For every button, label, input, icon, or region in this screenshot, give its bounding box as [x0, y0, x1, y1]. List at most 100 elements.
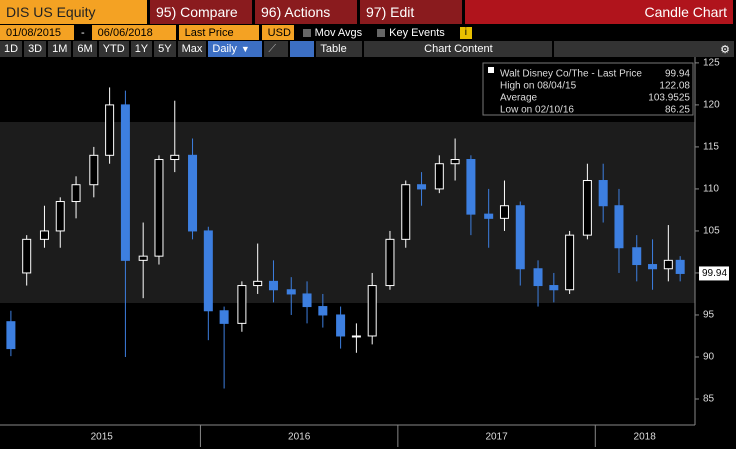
- candle-body: [203, 230, 213, 312]
- dash: -: [81, 26, 85, 39]
- table-button[interactable]: Table: [316, 41, 363, 57]
- candle-body: [138, 255, 148, 261]
- candle-body: [351, 335, 361, 338]
- candle-body: [367, 285, 377, 337]
- candle-body: [170, 154, 180, 161]
- candle-body: [219, 310, 229, 324]
- candle-body: [466, 159, 476, 215]
- security[interactable]: DIS US Equity: [0, 0, 147, 24]
- candle-body: [499, 205, 509, 219]
- settings-bar: 01/08/2015 - 06/06/2018 Last Price USD M…: [0, 25, 736, 40]
- period-bar: 1D 3D 1M 6M YTD 1Y 5Y Max Daily ▼ ⟋ Table Chart Cont…: [0, 41, 736, 57]
- y-tick-label: 110: [703, 184, 719, 195]
- period-button[interactable]: 1Y: [130, 41, 153, 57]
- key-events[interactable]: Key Events: [371, 25, 451, 40]
- candle-body: [401, 184, 411, 240]
- legend-swatch: [488, 67, 494, 73]
- candle-body: [515, 205, 525, 270]
- x-tick-label: 2016: [288, 432, 311, 443]
- candle-body: [336, 314, 346, 337]
- y-tick-label: 90: [703, 352, 715, 363]
- mov-avgs-label: Mov Avgs: [314, 26, 363, 39]
- candle-body: [154, 159, 164, 257]
- currency[interactable]: USD: [261, 25, 294, 40]
- frequency[interactable]: Daily ▼: [208, 41, 263, 57]
- y-tick-label: 105: [703, 226, 720, 237]
- legend-value: 99.94: [665, 69, 690, 80]
- range-band: [0, 122, 695, 303]
- last-price-label: 99.94: [702, 268, 727, 279]
- y-tick-label: 115: [703, 142, 719, 153]
- legend-value: 122.08: [659, 81, 690, 92]
- tab[interactable]: 95) Compare: [150, 0, 252, 24]
- candle-body: [302, 293, 312, 308]
- tab[interactable]: 96) Actions: [255, 0, 357, 24]
- candle-body: [286, 289, 296, 295]
- period-button[interactable]: 5Y: [154, 41, 176, 57]
- top-bar: DIS US Equity 95) Compare 96) Actions 97…: [0, 0, 736, 24]
- view-title: Candle Chart: [465, 0, 733, 24]
- info-icon[interactable]: i: [459, 26, 472, 39]
- candle-body: [434, 163, 444, 190]
- candle-body: [253, 280, 263, 287]
- chart: 8590951001051101151201252015201620172018…: [0, 57, 729, 447]
- period-button[interactable]: 1M: [48, 41, 72, 57]
- y-tick-label: 85: [703, 394, 715, 405]
- y-tick-label: 120: [703, 100, 720, 111]
- chart-content[interactable]: Chart Content: [364, 41, 553, 57]
- period-button[interactable]: YTD: [98, 41, 129, 57]
- candle-body: [39, 230, 49, 240]
- candle-body: [55, 201, 65, 232]
- start-date[interactable]: 01/08/2015: [0, 25, 74, 40]
- legend-value: 103.9525: [648, 93, 690, 104]
- x-tick-label: 2018: [634, 432, 657, 443]
- legend-label: Average: [500, 93, 538, 104]
- candle-body: [385, 238, 395, 287]
- x-tick-label: 2017: [485, 432, 508, 443]
- period-button[interactable]: 3D: [24, 41, 47, 57]
- candle-body: [675, 259, 685, 274]
- candle-body: [237, 285, 247, 324]
- end-date[interactable]: 06/06/2018: [91, 25, 176, 40]
- candle-body: [533, 268, 543, 287]
- candle-body: [417, 184, 427, 190]
- legend-label: Walt Disney Co/The - Last Price: [500, 69, 642, 80]
- candle-body: [549, 285, 559, 291]
- y-tick-label: 125: [703, 58, 720, 69]
- settings-icon[interactable]: ⚙: [554, 41, 734, 57]
- key-events-label: Key Events: [389, 26, 445, 39]
- dropdown-arrow: ▼: [240, 44, 250, 54]
- period-button[interactable]: Max: [177, 41, 207, 57]
- field[interactable]: Last Price: [178, 25, 259, 40]
- candle-body: [565, 234, 575, 291]
- line-icon[interactable]: ⟋: [264, 41, 289, 57]
- candle-icon[interactable]: [290, 41, 315, 57]
- candle-body: [614, 205, 624, 249]
- candle-body: [188, 154, 198, 232]
- y-tick-label: 95: [703, 310, 715, 321]
- candle-body: [6, 321, 16, 350]
- period-button[interactable]: 6M: [73, 41, 97, 57]
- candle-body: [663, 259, 673, 270]
- candle-body: [89, 154, 99, 186]
- candle-body: [318, 306, 328, 316]
- legend-label: High on 08/04/15: [500, 81, 577, 92]
- candle-body: [268, 280, 278, 291]
- x-tick-label: 2015: [91, 432, 114, 443]
- period-button[interactable]: 1D: [0, 41, 23, 57]
- legend-label: Low on 02/10/16: [500, 105, 574, 116]
- candle-body: [71, 184, 81, 203]
- mov-avgs[interactable]: Mov Avgs: [297, 25, 369, 40]
- candle-body: [582, 180, 592, 236]
- candle-body: [22, 238, 32, 274]
- legend-value: 86.25: [665, 105, 690, 116]
- last-price-tag: [699, 266, 729, 281]
- candle-body: [105, 104, 115, 156]
- tab[interactable]: 97) Edit: [360, 0, 462, 24]
- candle-body: [632, 247, 642, 266]
- candle-body: [648, 264, 658, 270]
- candle-body: [598, 180, 608, 207]
- legend-box: [482, 62, 694, 116]
- candle-body: [450, 159, 460, 165]
